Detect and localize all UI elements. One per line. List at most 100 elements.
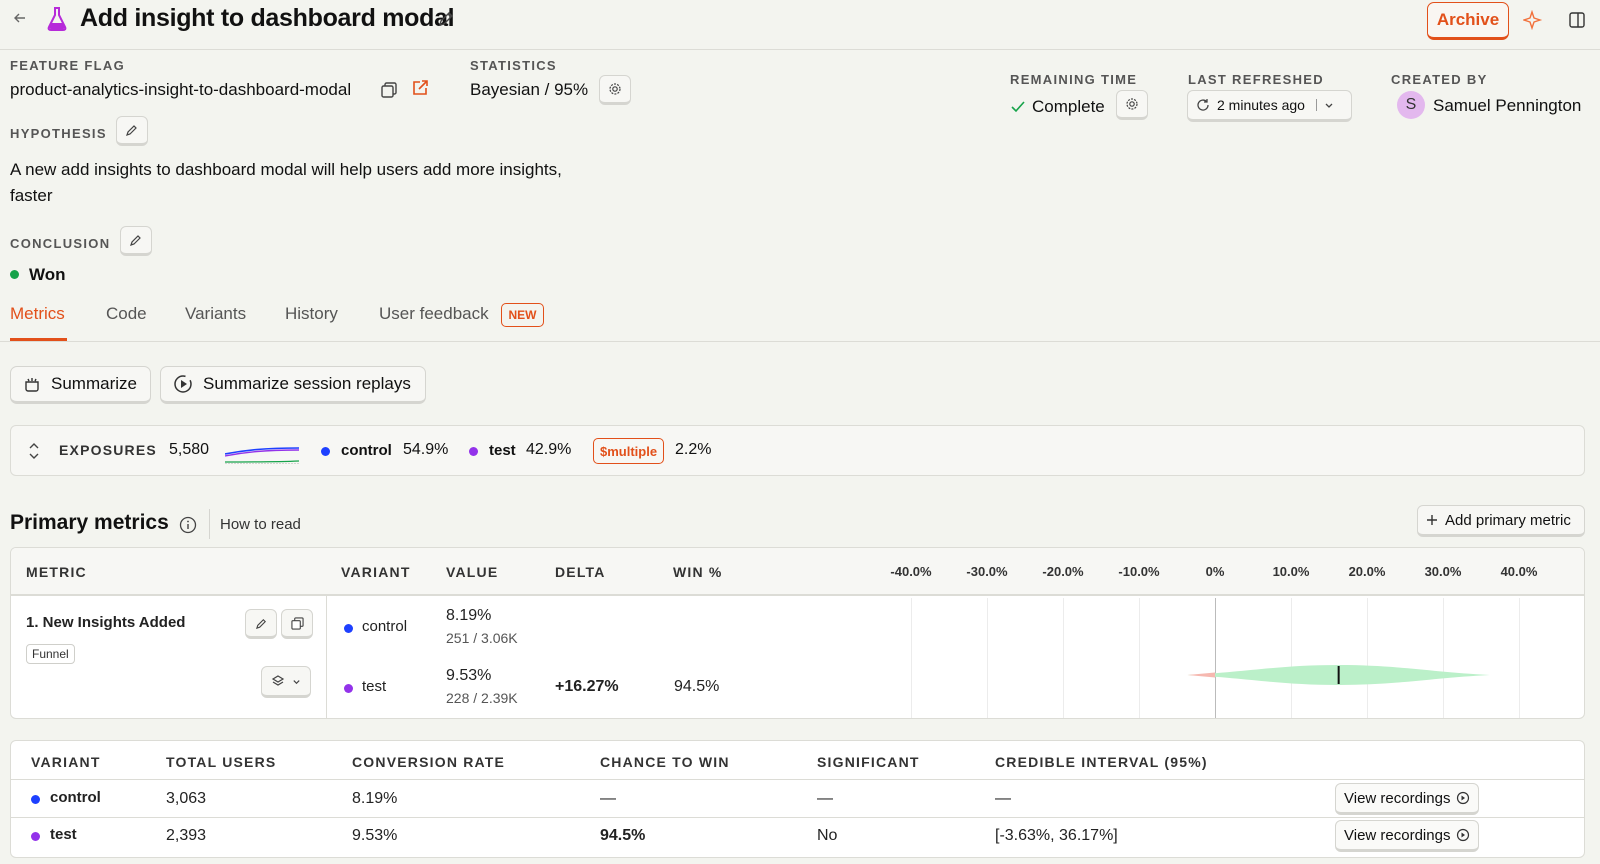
axis-grid-line [987,598,988,718]
view-recordings-button[interactable]: View recordings [1335,820,1480,852]
edit-title-icon[interactable] [437,10,455,28]
edit-hypothesis-button[interactable] [116,116,148,146]
res-test-rate: 9.53% [352,827,398,844]
statistics-value: Bayesian / 95% [470,80,589,99]
axis-tick-label: 20.0% [1348,564,1386,579]
checkmark-icon [1010,99,1026,115]
header-variant: VARIANT [341,564,411,580]
refresh-icon [1196,98,1210,112]
test-dot [469,447,478,456]
exposure-test-pct: 42.9% [526,441,572,458]
conclusion-label: CONCLUSION [10,236,111,251]
axis-grid-line [1291,598,1292,718]
axis-grid-line [911,598,912,718]
test-dot [344,684,353,693]
gear-icon [1125,97,1139,111]
header-variant: VARIANT [31,754,101,770]
res-control-significant: — [817,790,833,807]
page-title: Add insight to dashboard modal [80,4,455,32]
negative-interval-segment [1187,672,1215,678]
pencil-icon [129,233,143,247]
layers-icon [271,674,285,688]
exposures-total: 5,580 [169,441,210,458]
info-icon[interactable] [179,516,197,534]
last-refreshed-label: LAST REFRESHED [1188,72,1324,87]
play-circle-icon [1456,828,1470,842]
primary-metrics-title: Primary metrics [10,511,169,534]
res-test-significant: No [817,827,838,844]
res-control-interval: — [995,790,1011,807]
row-control-value: 8.19% [446,607,492,624]
credible-interval-violin [1187,665,1490,685]
archive-button[interactable]: Archive [1427,2,1509,40]
exposures-sparkline [225,440,299,464]
metric-type-badge: Funnel [26,644,75,664]
res-test-interval: [-3.63%, 36.17%] [995,827,1118,844]
feature-flag-value[interactable]: product-analytics-insight-to-dashboard-m… [10,80,352,99]
table-row [11,780,1584,818]
res-control-variant: control [50,789,101,806]
res-test-variant: test [50,826,77,843]
open-external-icon[interactable] [411,79,429,97]
header-credible-interval: CREDIBLE INTERVAL (95%) [995,754,1208,770]
axis-tick-label: 0% [1205,564,1225,579]
metric-options-dropdown[interactable] [261,666,311,698]
copy-icon [290,616,304,630]
summarize-replays-label: Summarize session replays [203,374,411,393]
plus-icon [1426,514,1438,526]
control-dot [344,624,353,633]
remaining-time-value: Complete [1032,97,1105,116]
res-control-rate: 8.19% [352,790,398,807]
duplicate-metric-button[interactable] [281,609,313,639]
results-table: VARIANT TOTAL USERS CONVERSION RATE CHAN… [10,740,1585,858]
summarize-replays-button[interactable]: Summarize session replays [160,366,426,404]
row-test-detail: 228 / 2.39K [446,690,518,706]
tab-metrics[interactable]: Metrics [10,304,65,323]
remaining-time-label: REMAINING TIME [1010,72,1138,87]
axis-grid-line [1519,598,1520,718]
axis-grid-line [1139,598,1140,718]
copy-icon[interactable] [380,81,398,99]
top-bar: Add insight to dashboard modal Archive [0,0,1600,50]
chevron-down-icon [1324,100,1334,110]
row-test-variant: test [362,678,387,695]
test-dot [31,832,40,841]
hypothesis-label: HYPOTHESIS [10,126,107,141]
header-conversion-rate: CONVERSION RATE [352,754,506,770]
exposures-bar: EXPOSURES 5,580 control 54.9% test 42.9%… [10,425,1585,476]
summarize-button[interactable]: Summarize [10,366,151,404]
axis-grid-line [1367,598,1368,718]
edit-conclusion-button[interactable] [120,226,152,256]
play-circle-icon [173,374,193,394]
add-primary-metric-button[interactable]: Add primary metric [1417,505,1585,537]
statistics-label: STATISTICS [470,58,557,73]
tab-history[interactable]: History [285,304,338,323]
edit-metric-button[interactable] [245,609,277,639]
header-significant: SIGNIFICANT [817,754,920,770]
how-to-read-link[interactable]: How to read [220,516,301,533]
row-test-delta: +16.27% [555,678,619,695]
sparkle-icon[interactable] [1523,10,1543,30]
metric-name: 1. New Insights Added [26,614,186,631]
sidebar-toggle-icon[interactable] [1568,11,1586,29]
refresh-dropdown[interactable]: 2 minutes ago [1187,90,1352,122]
view-recordings-button[interactable]: View recordings [1335,783,1480,815]
expand-collapse-icon[interactable] [27,441,41,461]
res-test-users: 2,393 [166,827,207,844]
pencil-icon [125,123,139,137]
axis-tick-label: 30.0% [1424,564,1462,579]
active-tab-indicator [10,338,67,341]
tab-user-feedback[interactable]: User feedback [379,304,489,323]
tab-variants[interactable]: Variants [185,304,247,323]
res-test-chance: 94.5% [600,827,646,844]
row-test-value: 9.53% [446,667,492,684]
remaining-time-settings-button[interactable] [1116,90,1148,120]
multiple-badge: $multiple [593,438,665,464]
tab-code[interactable]: Code [106,304,147,323]
statistics-settings-button[interactable] [599,75,631,105]
created-by-name[interactable]: Samuel Pennington [1433,96,1582,115]
header-win: WIN % [673,564,723,580]
res-control-users: 3,063 [166,790,207,807]
back-arrow-icon[interactable] [12,10,28,26]
exposures-label: EXPOSURES [59,442,157,458]
